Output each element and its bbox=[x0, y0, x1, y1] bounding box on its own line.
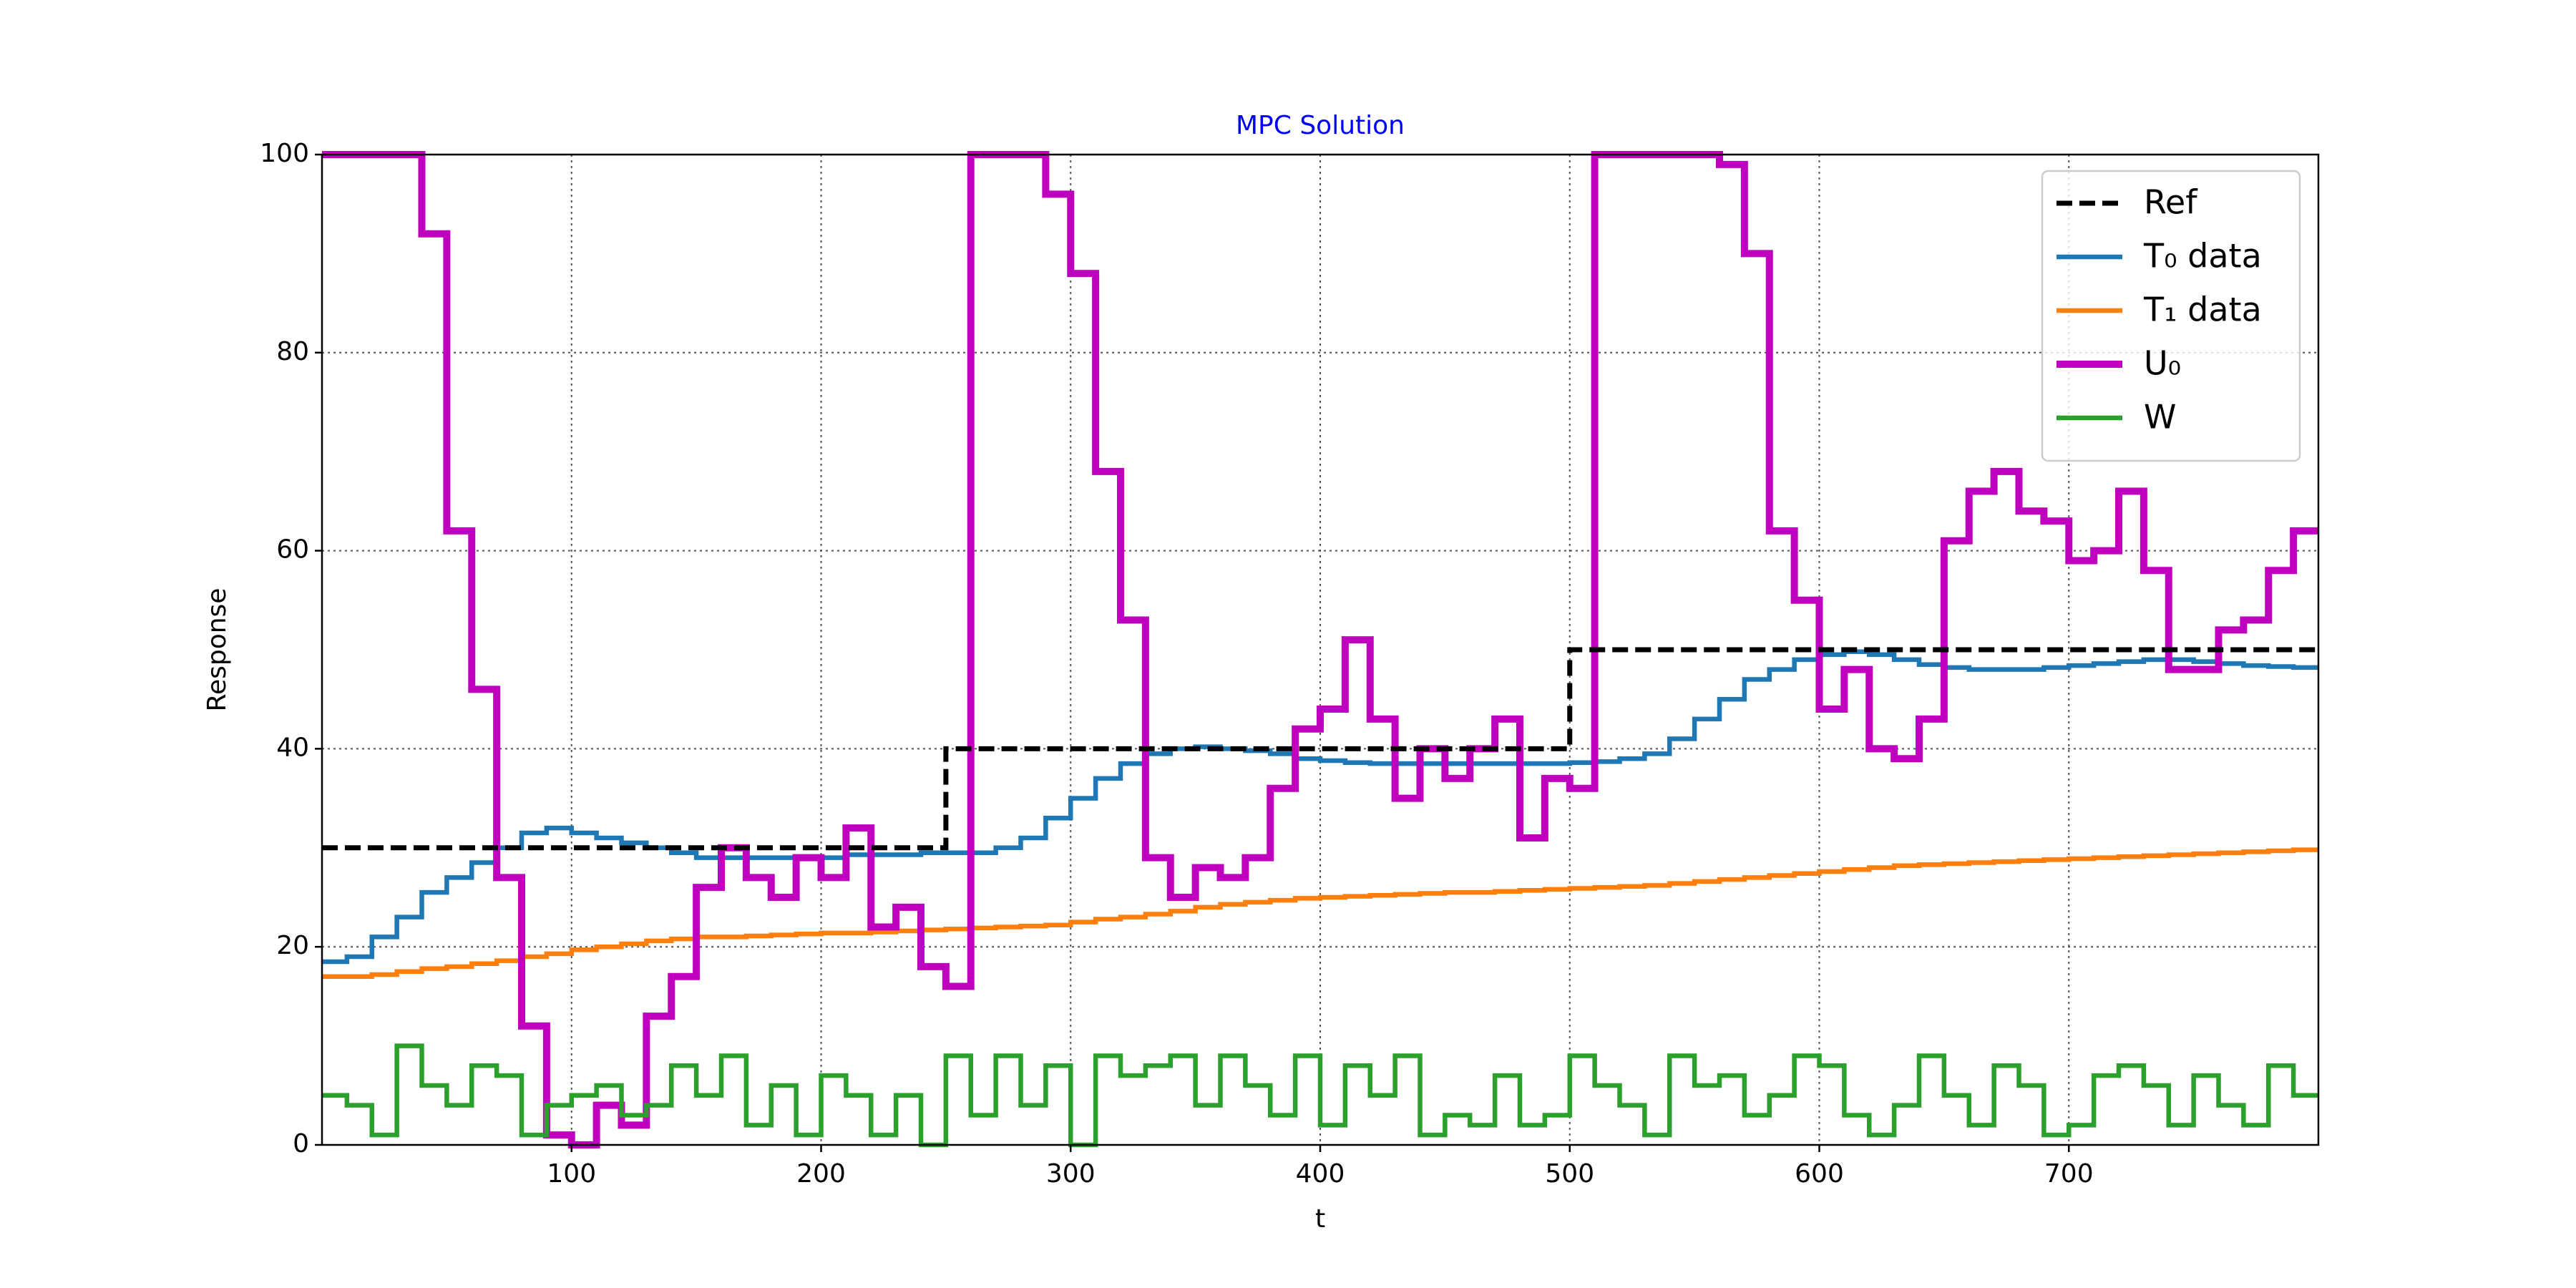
x-tick-label: 700 bbox=[2044, 1159, 2094, 1189]
y-tick-label: 100 bbox=[260, 139, 309, 168]
ticks: 100 200 300 400 500 600 700 0 20 40 60 80 100 bbox=[260, 139, 2093, 1189]
legend: Ref T₀ data T₁ data U₀ W bbox=[2041, 170, 2301, 462]
legend-label: T₀ data bbox=[2143, 237, 2262, 275]
y-tick-label: 0 bbox=[293, 1129, 309, 1158]
plot-area bbox=[322, 151, 2318, 1148]
series-line bbox=[322, 1043, 2318, 1148]
legend-label: Ref bbox=[2144, 183, 2198, 222]
y-tick-label: 40 bbox=[276, 733, 309, 762]
y-tick-label: 80 bbox=[276, 337, 309, 366]
x-axis-label: t bbox=[1315, 1204, 1325, 1234]
x-tick-label: 400 bbox=[1296, 1159, 1345, 1189]
legend-label: W bbox=[2144, 398, 2176, 436]
series-line bbox=[322, 151, 2318, 1148]
y-axis-label: Response bbox=[203, 588, 232, 712]
x-tick-label: 200 bbox=[796, 1159, 846, 1189]
x-tick-label: 100 bbox=[547, 1159, 596, 1189]
chart-title: MPC Solution bbox=[1236, 111, 1405, 140]
x-tick-label: 600 bbox=[1795, 1159, 1844, 1189]
x-tick-label: 500 bbox=[1545, 1159, 1594, 1189]
legend-box bbox=[2041, 170, 2301, 462]
legend-label: T₁ data bbox=[2143, 291, 2262, 329]
legend-label: U₀ bbox=[2144, 344, 2181, 383]
series-line bbox=[322, 847, 2318, 979]
y-tick-label: 20 bbox=[276, 931, 309, 960]
x-tick-label: 300 bbox=[1046, 1159, 1096, 1189]
series-line bbox=[322, 649, 2318, 965]
y-tick-label: 60 bbox=[276, 535, 309, 565]
